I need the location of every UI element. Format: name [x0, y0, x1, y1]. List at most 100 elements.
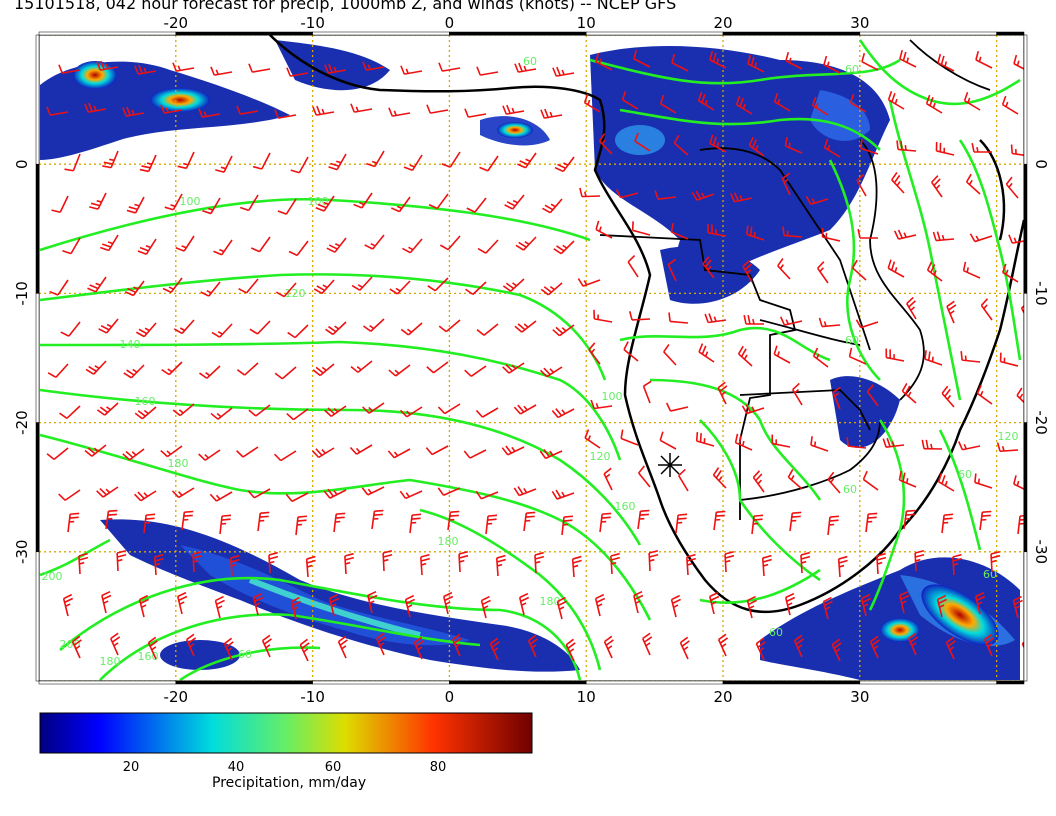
wind-barb — [328, 593, 340, 617]
lat-tick-left: -30 — [13, 540, 31, 565]
wind-barb — [937, 472, 955, 492]
wind-barb — [565, 638, 576, 662]
wind-barb — [147, 636, 158, 660]
contour-label: 200 — [42, 570, 63, 583]
wind-barb — [552, 324, 575, 337]
wind-barb — [441, 151, 461, 168]
wind-barb — [921, 439, 943, 450]
wind-barb — [87, 276, 107, 293]
wind-barb — [451, 633, 463, 657]
wind-barb — [175, 235, 195, 252]
wind-barb — [209, 491, 233, 502]
contour-label: 100 — [602, 390, 623, 403]
axis-tick-labels: -20 -20 -10 -10 0 0 10 10 20 20 30 30 0 0 -10 -10 -20 -20… — [13, 14, 1050, 706]
wind-barb — [827, 471, 841, 494]
wind-barb — [831, 638, 842, 662]
wind-barb — [350, 103, 373, 113]
wind-barb — [475, 490, 499, 500]
wind-barb — [268, 551, 279, 574]
wind-barb — [686, 553, 696, 576]
height-contour-line — [958, 139, 1022, 361]
wind-barb — [62, 593, 74, 617]
wind-barb — [527, 634, 538, 658]
wind-barb — [595, 52, 613, 71]
wind-barb — [679, 636, 690, 660]
contour-label: 100 — [180, 195, 201, 208]
wind-barb — [595, 220, 613, 239]
wind-barb — [579, 187, 601, 198]
wind-barb — [891, 172, 905, 194]
colorbar-tick: 40 — [227, 760, 245, 775]
wind-barb — [752, 470, 765, 493]
wind-barb — [777, 258, 791, 280]
wind-barb — [1017, 514, 1024, 535]
wind-barb — [274, 109, 297, 119]
wind-barb — [746, 225, 765, 241]
wind-barb — [523, 511, 536, 532]
wind-barb — [439, 235, 461, 251]
wind-barb — [709, 50, 727, 69]
wind-barb — [937, 53, 955, 72]
wind-barb — [426, 104, 449, 114]
wind-barb — [100, 234, 119, 252]
wind-barb — [161, 361, 183, 376]
wind-barb — [642, 380, 652, 404]
wind-barb — [782, 226, 803, 238]
wind-barb — [1008, 234, 1024, 244]
wind-barb — [861, 52, 879, 71]
contour-label: 60 — [958, 468, 972, 481]
wind-barb — [787, 468, 803, 490]
wind-barb — [648, 549, 659, 572]
wind-barb — [143, 513, 156, 534]
wind-barb — [328, 153, 347, 171]
height-contour-line — [649, 378, 822, 501]
wind-barb — [642, 632, 653, 656]
wind-barb — [784, 136, 803, 154]
wind-barb — [540, 282, 563, 296]
contour-label: 60 — [983, 568, 997, 581]
wind-barb — [138, 594, 149, 618]
wind-barb — [252, 592, 264, 616]
wind-barb — [860, 593, 872, 617]
wind-barb — [784, 592, 796, 616]
wind-barb — [1005, 176, 1019, 199]
wind-barb — [717, 633, 729, 657]
wind-barb — [761, 554, 772, 577]
wind-barb — [437, 487, 461, 496]
frame-mark — [859, 680, 997, 685]
wind-barb — [172, 403, 195, 417]
wind-barb — [286, 67, 309, 77]
wind-barb — [210, 407, 233, 420]
wind-barb — [98, 318, 119, 334]
frame-mark — [175, 31, 313, 36]
wind-barb — [185, 633, 197, 657]
wind-barb — [350, 360, 373, 373]
wind-barb — [337, 635, 348, 659]
contour-label: 160 — [135, 395, 156, 408]
frame-mark — [1023, 551, 1028, 682]
frame-mark — [1023, 34, 1028, 165]
wind-barb — [285, 492, 309, 503]
contour-label: 60 — [845, 63, 859, 76]
wind-barb — [962, 261, 981, 279]
frame-mark — [312, 31, 450, 36]
lat-tick-right: -20 — [1032, 410, 1050, 435]
frame-mark — [38, 680, 177, 685]
wind-barb — [438, 62, 461, 72]
wind-barb — [634, 132, 651, 152]
wind-barb — [599, 512, 612, 533]
wind-barb — [116, 549, 127, 572]
wind-barb — [215, 155, 233, 173]
wind-barb — [741, 404, 765, 415]
height-contour-line — [39, 388, 642, 546]
wind-barb — [717, 381, 728, 405]
wind-barb — [274, 366, 297, 380]
wind-barb — [236, 446, 259, 458]
wind-barb — [893, 229, 917, 240]
wind-barb — [479, 155, 499, 172]
frame-mark — [585, 31, 724, 36]
wind-barb — [846, 437, 867, 449]
contour-label: 180 — [100, 655, 121, 668]
wind-barb — [420, 553, 430, 576]
wind-barb — [403, 154, 423, 172]
